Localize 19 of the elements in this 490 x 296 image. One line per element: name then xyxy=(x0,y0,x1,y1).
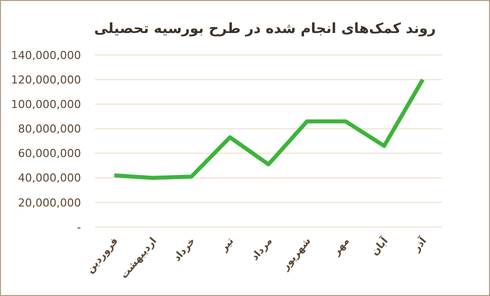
x-tick-label: فروردین xyxy=(84,236,121,276)
y-tick-label: 40,000,000 xyxy=(18,172,81,185)
y-tick-label: 20,000,000 xyxy=(18,196,81,210)
x-tick-label: خرداد xyxy=(172,236,198,264)
y-tick-label: 80,000,000 xyxy=(18,122,81,136)
y-tick-label: - xyxy=(77,220,82,234)
x-tick-label: اردیبهشت xyxy=(118,236,160,281)
y-tick-label: 120,000,000 xyxy=(11,73,81,86)
x-tick-label: مرداد xyxy=(250,236,275,263)
y-tick-label: 140,000,000 xyxy=(11,48,81,62)
x-tick-label: آبان xyxy=(368,234,391,258)
x-tick-label: تیر xyxy=(218,236,236,254)
x-tick-label: شهریور xyxy=(280,236,314,274)
y-tick-label: 60,000,000 xyxy=(18,147,81,160)
chart-title: روند کمک‌های انجام شده در طرح بورسیه تحصیلی xyxy=(94,21,436,37)
x-tick-label: آذر xyxy=(409,234,430,255)
line-series xyxy=(112,78,425,180)
y-tick-label: 100,000,000 xyxy=(11,98,81,111)
x-tick-label: مهر xyxy=(330,236,352,258)
